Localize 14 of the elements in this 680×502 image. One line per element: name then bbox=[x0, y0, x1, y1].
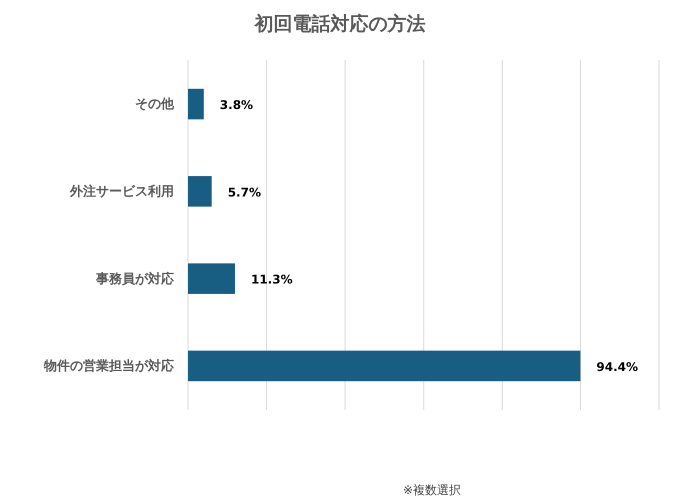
y-tick-label: 事務員が対応 bbox=[95, 270, 174, 286]
data-label: 5.7% bbox=[228, 185, 261, 200]
bar bbox=[188, 88, 204, 120]
data-label: 3.8% bbox=[220, 98, 254, 112]
chart-title: 初回電話対応の方法 bbox=[254, 13, 426, 35]
bar bbox=[188, 263, 235, 294]
y-tick-label: 外注サービス利用 bbox=[69, 184, 174, 199]
text: ※複数選択 bbox=[402, 483, 462, 497]
bar bbox=[188, 350, 580, 382]
data-label: 11.3% bbox=[250, 272, 293, 287]
data-label: 94.4% bbox=[596, 360, 638, 374]
y-tick-label: 物件の営業担当が対応 bbox=[43, 358, 174, 374]
bar bbox=[188, 176, 212, 207]
y-tick-label: その他 bbox=[135, 96, 175, 112]
